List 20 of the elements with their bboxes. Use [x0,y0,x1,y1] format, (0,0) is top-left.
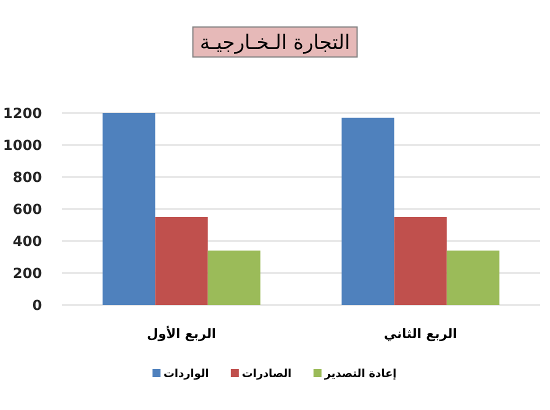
y-tick-label: 1000 [3,138,42,154]
y-tick-label: 800 [12,170,42,186]
bar [102,113,156,305]
x-tick-label: الربع الأول [146,325,216,342]
y-tick-label: 1200 [3,106,42,122]
legend-label: الصادرات [242,367,292,380]
legend-label: الواردات [164,367,209,380]
y-tick-label: 200 [12,266,42,282]
y-tick-label: 0 [32,298,42,314]
x-tick-label: الربع الثاني [384,327,458,342]
bar [208,250,260,305]
legend-label: إعادة التصدير [324,367,396,380]
bar [342,118,394,305]
title: التجارة الـخـارجيـة [192,26,358,58]
bar [446,250,500,305]
y-tick-label: 600 [12,202,42,218]
y-tick-label: 400 [12,234,42,250]
bar [394,217,447,305]
bar [155,217,208,305]
chart-title: التجارة الـخـارجيـة [200,30,350,54]
